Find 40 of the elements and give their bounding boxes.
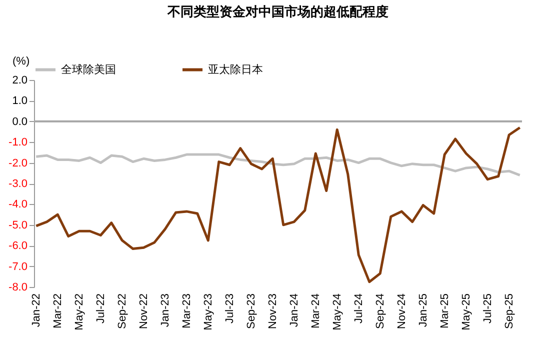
x-tick-label: Mar-25	[439, 294, 452, 328]
y-tick-label: -1.0	[8, 136, 28, 149]
y-axis-title: (%)	[12, 56, 30, 68]
x-tick-label: Nov-23	[267, 294, 280, 329]
x-tick-label: Jul-25	[482, 294, 494, 324]
line-series	[34, 126, 522, 284]
x-tick-label: Jan-25	[418, 294, 430, 328]
x-tick-label: May-23	[202, 294, 215, 330]
x-tick-label: Jan-24	[288, 294, 301, 328]
legend-label: 全球除美国	[61, 62, 116, 76]
y-tick-label: 0.0	[12, 116, 28, 128]
y-tick-label: -2.0	[8, 157, 28, 170]
x-tick-label: May-22	[74, 294, 86, 330]
y-tick-label: -3.0	[8, 178, 28, 190]
x-tick-label: Jul-22	[95, 294, 108, 324]
chart-title: 不同类型资金对中国市场的超低配程度	[166, 4, 388, 19]
y-tick-label: 2.0	[12, 74, 28, 86]
x-tick-label: Jan-23	[160, 294, 172, 328]
x-tick-label: Nov-22	[138, 294, 150, 329]
y-tick-label: -5.0	[8, 219, 28, 232]
x-tick-label: May-25	[460, 294, 473, 330]
x-tick-label: Mar-23	[181, 294, 194, 328]
line-series	[34, 153, 522, 176]
y-tick-label: 1.0	[12, 95, 28, 108]
x-tick-label: Sep-23	[246, 294, 258, 329]
x-tick-label: Jul-23	[224, 294, 236, 324]
x-tick-label: Nov-24	[396, 294, 408, 329]
x-tick-label: Jul-24	[353, 294, 366, 324]
x-tick-label: Jan-22	[30, 294, 43, 328]
y-tick-label: -7.0	[8, 260, 28, 273]
x-tick-label: May-24	[332, 294, 344, 330]
y-tick-label: -8.0	[8, 282, 28, 294]
x-tick-label: Sep-22	[116, 294, 129, 329]
x-tick-label: Mar-24	[310, 294, 322, 328]
x-tick-label: Sep-25	[504, 294, 516, 329]
x-tick-label: Sep-24	[374, 294, 387, 329]
legend-label: 亚太除日本	[208, 62, 263, 76]
y-tick-label: -4.0	[8, 198, 28, 211]
y-tick-label: -6.0	[8, 240, 28, 252]
x-tick-label: Mar-22	[52, 294, 64, 328]
